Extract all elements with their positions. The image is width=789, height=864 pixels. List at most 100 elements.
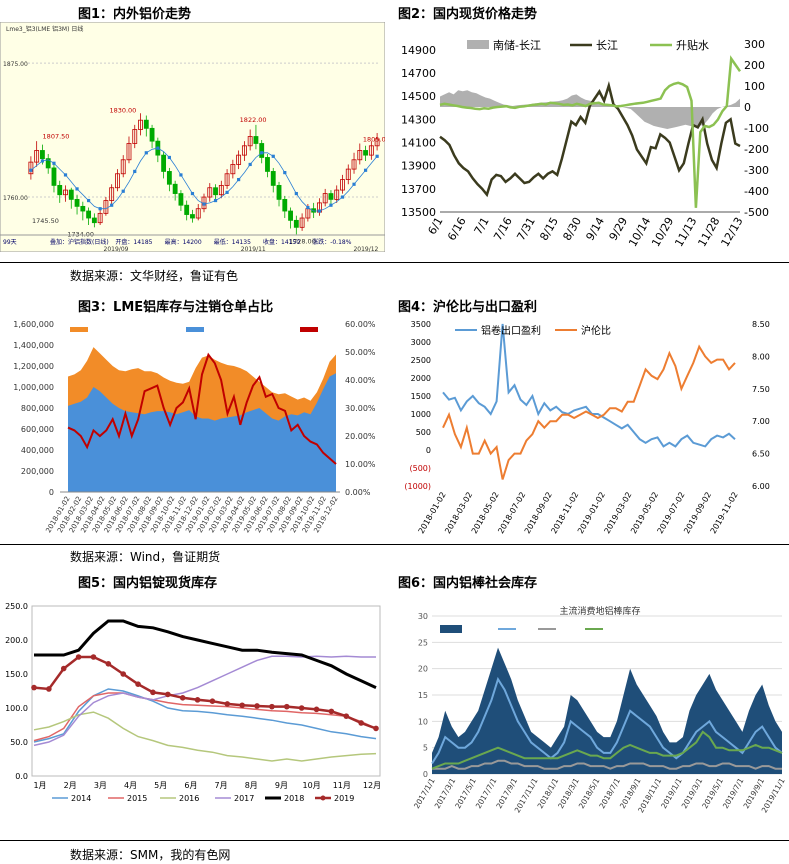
fig4-xtick-label: 2018-01-02 [417,491,448,536]
fig2-y2tick-label: 300 [744,38,765,51]
fig2-y2tick-label: -100 [744,122,769,135]
fig1-candle-body [86,210,92,219]
fig3-ytick-label: 1,000,000 [13,383,54,392]
fig5-series-2019-marker [179,695,186,701]
fig1-candle-body [132,129,138,144]
fig3-y2tick-label: 20.00% [345,432,376,441]
fig3-ytick-label: 400,000 [21,446,54,455]
fig5-legend-marker [320,795,326,801]
fig4-xtick-label: 2019-01-02 [576,491,607,536]
fig1-candle-body [276,185,282,200]
fig4-y2tick-label: 7.00 [752,417,770,426]
fig1-candle-body [253,136,259,144]
fig2-xtick-label: 7/1 [472,215,492,237]
fig2-xtick-label: 10/29 [649,215,676,249]
fig5-legend-label: 2014 [71,794,91,803]
fig5-xtick-label: 10月 [303,781,321,790]
fig5-series-2019-marker [224,701,231,707]
fig1-candle-body [230,164,236,175]
fig5-series-2019-marker [75,654,82,660]
fig6-ytick-label: 30 [418,612,428,621]
fig4-xtick-label: 2019-11-02 [709,491,740,536]
fig2-y2tick-label: 0 [744,101,751,114]
fig1-footer-item: 最高：14200 [165,238,202,246]
fig2-xtick-label: 6/16 [445,215,469,243]
fig5-legend-label: 2015 [127,794,147,803]
fig2-xtick-label: 11/28 [695,215,722,249]
fig5-ytick-label: 200.0 [5,636,28,645]
fig1-candle-body [109,187,115,201]
fig1-candle-body [184,204,190,215]
fig3-series-cancel-area [68,373,336,492]
fig1-price-annotation: 1805.00 [363,136,385,144]
fig5-xtick-label: 9月 [275,781,288,790]
fig5-xtick-label: 4月 [124,781,137,790]
row1-source: 数据来源：文华财经，鲁证有色 [70,269,239,283]
fig2-ytick-label: 14500 [401,90,436,103]
fig1-candle-body [103,200,109,214]
fig1-price-annotation: 1734.00 [67,230,94,238]
fig3-y2tick-label: 60.00% [345,320,376,329]
fig3-ytick-label: 0 [49,488,54,497]
fig2-series-shengtie-line [439,55,742,208]
fig1-candle-body [265,157,270,172]
fig5-chart: 0.0 50.0 100.0 150.0 200.0 250.0 1月 2月 3月 4月 5月 6月 7… [5,602,381,803]
fig6-ytick-label: 0 [423,770,428,779]
fig1-price-annotation: 1728.00 [289,237,316,245]
fig2-legend-label: 南储-长江 [493,38,541,52]
fig1-ytick-label: 1875.00 [3,61,28,68]
fig1-candle-body [97,212,103,224]
row3-rule [0,840,789,841]
fig5-series-2019-marker [194,697,201,703]
fig1-ytick-label: 1760.00 [3,195,28,202]
fig4-series-export-line [442,323,736,448]
fig1-candle-body [161,154,167,172]
fig4-ytick-label: 2000 [411,374,431,383]
fig1-footer-period: 99天 [3,239,17,246]
fig3-legend-swatch [300,327,318,332]
fig2-y2tick-label: -500 [744,206,769,219]
fig3-y2tick-label: 10.00% [345,460,376,469]
fig4-chart: (1000) (500) 0 500 1000 1500 2000 2500 3000 3500 6… [404,320,770,536]
fig5-series-2019-marker [254,703,260,709]
fig5-series-2019-line [33,655,377,730]
fig4-xtick-label: 2019-05-02 [629,491,660,536]
fig1-candle-body [28,161,34,175]
fig5-series-2019-marker [31,684,37,691]
fig3-y2tick-label: 50.00% [345,348,376,357]
fig6-title: 图6：国内铝棒社会库存 [398,576,538,591]
fig5-xtick-label: 8月 [245,781,258,790]
fig1-xtick-label: 2019/12 [353,246,378,252]
fig1-candle-body [270,171,276,186]
fig4-y2tick-label: 7.50 [752,385,770,394]
fig6-chart: 主流消费地铝棒库存0510152025302017/1/12017/3/1201… [412,605,787,814]
fig1-candle-body [207,187,213,198]
fig4-legend-label: 沪伦比 [581,324,611,337]
fig3-ytick-label: 1,600,000 [13,320,54,329]
fig6-series-3-line [431,730,783,770]
fig2-ytick-label: 13700 [401,183,436,196]
fig5-series-2019-marker [209,698,216,704]
fig2-y2tick-label: -400 [744,185,769,198]
fig6-ytick-label: 5 [423,744,428,753]
fig4-xtick-label: 2018-07-02 [496,491,527,536]
fig4-ytick-label: (1000) [404,482,431,491]
fig1-candle-body [57,185,63,196]
fig5-xtick-label: 11月 [333,781,351,790]
fig5-xtick-label: 2月 [64,781,77,790]
fig1-candle-body [293,219,299,228]
fig1-candle-body [345,168,351,180]
fig5-series-2019-marker [90,654,97,660]
fig2-legend-swatch [467,40,489,49]
fig4-xtick-label: 2018-09-02 [523,491,554,536]
fig5-series-2019-marker [120,671,127,677]
fig2-series-changjiang-line [439,81,741,198]
fig5-legend-label: 2019 [334,794,354,803]
fig3-legend-label: LME铝:注销仓单占比 [321,325,383,334]
fig2-series-nanchu-area [440,90,740,129]
fig5-series-2019-marker [269,703,275,710]
fig5-xtick-label: 3月 [94,781,107,790]
fig6-legend-swatch [440,625,462,633]
fig1-candle-body [166,171,172,185]
fig5-ytick-label: 250.0 [5,602,28,611]
